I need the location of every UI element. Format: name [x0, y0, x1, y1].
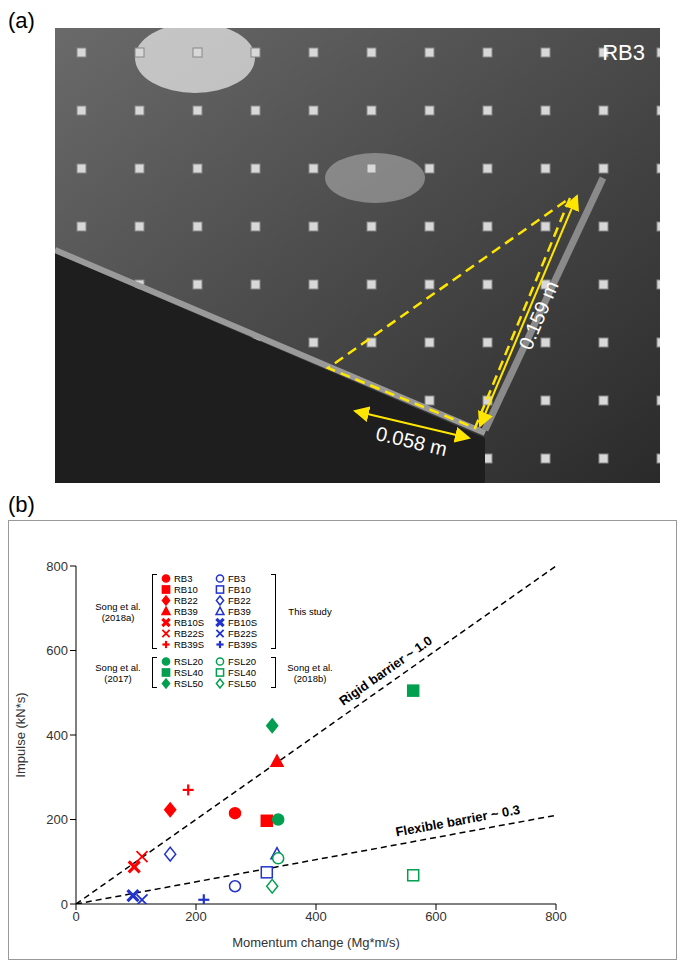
svg-text:RB3: RB3 — [602, 40, 645, 65]
svg-text:Rigid barrier ~ 1.0: Rigid barrier ~ 1.0 — [336, 633, 435, 709]
svg-text:200: 200 — [185, 909, 207, 924]
svg-text:800: 800 — [46, 559, 68, 574]
svg-text:0: 0 — [61, 897, 68, 912]
html-text:FB22S: FB22S — [228, 628, 257, 639]
svg-text:0.159 m: 0.159 m — [514, 278, 562, 353]
html-text:FB3: FB3 — [228, 573, 246, 584]
svg-text:200: 200 — [46, 812, 68, 827]
svg-text:600: 600 — [425, 909, 447, 924]
svg-text:800: 800 — [545, 909, 567, 924]
html-text:RSL40: RSL40 — [174, 667, 204, 678]
html-text:RSL50: RSL50 — [174, 678, 204, 689]
svg-text:0.058 m: 0.058 m — [374, 422, 449, 460]
html-text:FSL20: FSL20 — [228, 656, 256, 667]
html-text:RB3: RB3 — [174, 573, 193, 584]
html-text:Song et al. (2018a): Song et al. (2018a) — [95, 600, 141, 623]
svg-text:Impulse (kN*s): Impulse (kN*s) — [13, 692, 28, 777]
html-text:RB39S: RB39S — [174, 639, 205, 650]
svg-text:400: 400 — [305, 909, 327, 924]
svg-text:Flexible barrier ~ 0.3: Flexible barrier ~ 0.3 — [394, 802, 521, 840]
svg-text:Momentum change (Mg*m/s): Momentum change (Mg*m/s) — [232, 935, 400, 950]
html-text:RB22: RB22 — [174, 595, 198, 606]
svg-text:400: 400 — [46, 728, 68, 743]
html-text:RB22S: RB22S — [174, 628, 205, 639]
html-text:FB10: FB10 — [228, 584, 251, 595]
html-text:(b): (b) — [8, 492, 35, 517]
html-text:FB22: FB22 — [228, 595, 251, 606]
html-text:This study: This study — [288, 606, 332, 617]
html-text:Song et al. (2017): Song et al. (2017) — [95, 661, 141, 684]
html-text:FB39S: FB39S — [228, 639, 257, 650]
html-text:FSL50: FSL50 — [228, 678, 256, 689]
html-text:FB10S: FB10S — [228, 617, 257, 628]
html-text:FSL40: FSL40 — [228, 667, 256, 678]
html-text:RB39: RB39 — [174, 606, 198, 617]
html-text:RB10: RB10 — [174, 584, 198, 595]
svg-text:600: 600 — [46, 643, 68, 658]
html-text:RB10S: RB10S — [174, 617, 205, 628]
html-text:(a): (a) — [8, 8, 35, 33]
html-text:RSL20: RSL20 — [174, 656, 204, 667]
html-text:FB39: FB39 — [228, 606, 251, 617]
svg-text:0: 0 — [72, 909, 79, 924]
html-text:Song et al. (2018b): Song et al. (2018b) — [287, 661, 333, 684]
